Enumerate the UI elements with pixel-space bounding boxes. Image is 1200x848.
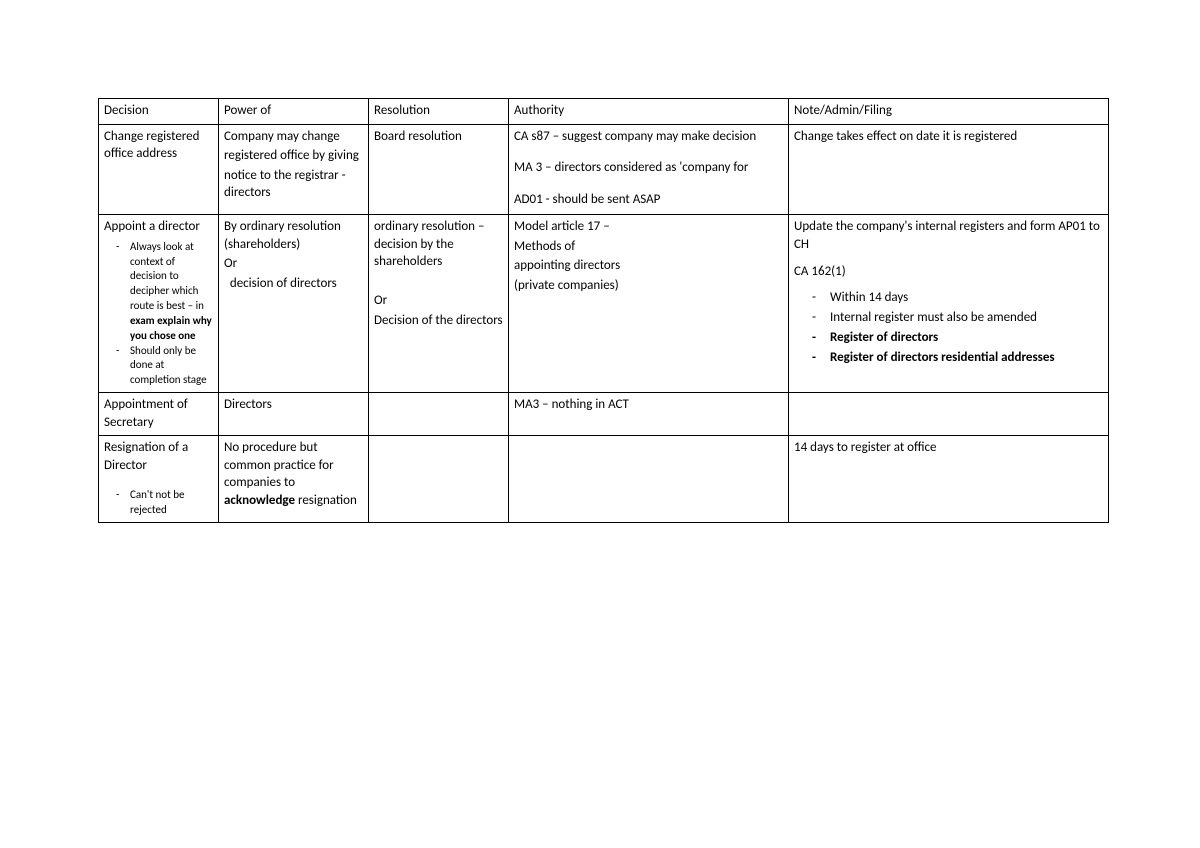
cell-note: Change takes effect on date it is regist… [789, 124, 1109, 215]
cell-power: By ordinary resolution (shareholders) Or… [219, 215, 369, 393]
power-text: registered office by giving [224, 147, 363, 165]
power-text: By ordinary resolution (shareholders) [224, 218, 363, 253]
cell-authority: MA3 – nothing in ACT [509, 393, 789, 436]
table-row: Appoint a director Always look at contex… [99, 215, 1109, 393]
cell-power: Directors [219, 393, 369, 436]
authority-line: (private companies) [514, 277, 783, 295]
authority-line: appointing directors [514, 257, 783, 275]
cell-authority: Model article 17 – Methods of appointing… [509, 215, 789, 393]
resolution-text: Decision of the directors [374, 312, 503, 330]
cell-note: Update the company's internal registers … [789, 215, 1109, 393]
power-text: Or [224, 255, 363, 273]
resolution-text: Or [374, 292, 503, 310]
decision-sublist-item: Should only be done at completion stage [130, 344, 213, 389]
cell-decision: Appointment of Secretary [99, 393, 219, 436]
cell-authority: CA s87 – suggest company may make decisi… [509, 124, 789, 215]
decision-sublist: Can't not be rejected [104, 488, 213, 518]
col-resolution: Resolution [369, 99, 509, 125]
cell-resolution: ordinary resolution – decision by the sh… [369, 215, 509, 393]
cell-decision: Appoint a director Always look at contex… [99, 215, 219, 393]
cell-power: Company may change registered office by … [219, 124, 369, 215]
document-page: Decision Power of Resolution Authority N… [0, 0, 1200, 523]
decision-sublist-item: Can't not be rejected [130, 488, 213, 518]
decision-title: Change registered office address [104, 128, 213, 163]
sublist-bold: exam explain why you chose one [130, 314, 212, 342]
decision-title: Appoint a director [104, 218, 213, 236]
cell-note [789, 393, 1109, 436]
col-note: Note/Admin/Filing [789, 99, 1109, 125]
power-text: resignation [295, 493, 357, 508]
cell-power: No procedure but common practice for com… [219, 436, 369, 523]
sublist-text: Always look at context of decision to de… [130, 240, 204, 312]
cell-note: 14 days to register at office [789, 436, 1109, 523]
cell-resolution [369, 393, 509, 436]
authority-line: AD01 - should be sent ASAP [514, 191, 783, 209]
authority-line: CA s87 – suggest company may make decisi… [514, 128, 783, 146]
resolution-text: ordinary resolution – decision by the sh… [374, 218, 503, 271]
authority-line: Methods of [514, 238, 783, 256]
authority-line: Model article 17 – [514, 218, 783, 236]
cell-authority [509, 436, 789, 523]
sublist-text: Should only be done at completion stage [130, 344, 207, 387]
decisions-table: Decision Power of Resolution Authority N… [98, 98, 1109, 523]
resolution-text [374, 273, 503, 291]
col-power: Power of [219, 99, 369, 125]
cell-resolution [369, 436, 509, 523]
authority-line: MA 3 – directors considered as 'company … [514, 159, 783, 177]
cell-resolution: Board resolution [369, 124, 509, 215]
power-bold: acknowledge [224, 493, 295, 508]
table-row: Resignation of a Director Can't not be r… [99, 436, 1109, 523]
decision-title: Resignation of a Director [104, 439, 213, 474]
decision-sublist-item: Always look at context of decision to de… [130, 240, 213, 344]
note-list-item: Within 14 days [830, 289, 1103, 307]
col-authority: Authority [509, 99, 789, 125]
table-row: Appointment of Secretary Directors MA3 –… [99, 393, 1109, 436]
col-decision: Decision [99, 99, 219, 125]
table-row: Change registered office address Company… [99, 124, 1109, 215]
table-header-row: Decision Power of Resolution Authority N… [99, 99, 1109, 125]
power-text: No procedure but common practice for com… [224, 440, 334, 490]
note-list-item: Register of directors [830, 329, 1103, 347]
note-ref: CA 162(1) [794, 263, 1103, 281]
cell-decision: Change registered office address [99, 124, 219, 215]
power-text: Company may change [224, 128, 363, 146]
decision-sublist: Always look at context of decision to de… [104, 240, 213, 388]
note-text: Update the company's internal registers … [794, 218, 1103, 253]
note-list-item: Internal register must also be amended [830, 309, 1103, 327]
power-text: notice to the registrar - directors [224, 167, 363, 202]
note-list: Within 14 days Internal register must al… [794, 289, 1103, 368]
cell-decision: Resignation of a Director Can't not be r… [99, 436, 219, 523]
power-text: decision of directors [224, 275, 363, 293]
note-list-item: Register of directors residential addres… [830, 349, 1103, 367]
